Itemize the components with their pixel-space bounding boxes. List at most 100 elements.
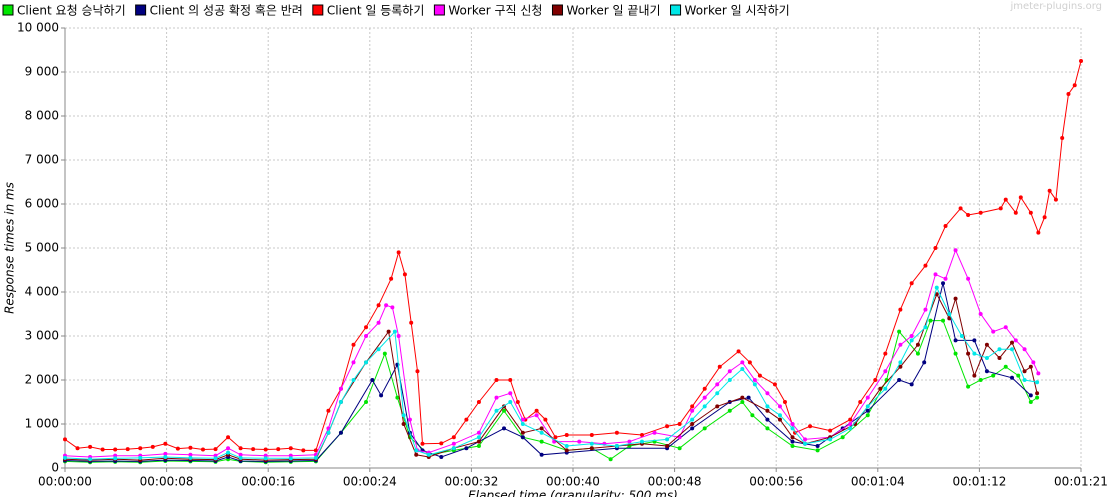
point	[515, 400, 520, 404]
point	[75, 446, 80, 451]
point	[790, 422, 795, 426]
point	[395, 395, 400, 400]
point	[665, 424, 670, 429]
point	[909, 281, 914, 286]
x-tick-label: 00:00:24	[343, 475, 397, 489]
point	[777, 404, 782, 409]
point	[426, 452, 431, 457]
point	[1079, 59, 1083, 63]
point	[782, 400, 787, 404]
point	[88, 444, 93, 449]
point	[389, 276, 394, 281]
point	[401, 422, 406, 426]
legend-swatch	[135, 4, 147, 16]
point	[376, 320, 381, 325]
point	[1016, 373, 1021, 378]
watermark: jmeter-plugins.org	[1009, 1, 1102, 12]
point	[803, 441, 808, 446]
point	[451, 435, 456, 440]
point	[539, 439, 544, 444]
point	[943, 224, 948, 228]
point	[1010, 375, 1015, 380]
point	[765, 391, 770, 396]
point	[163, 441, 168, 446]
point	[364, 400, 369, 404]
point	[1060, 136, 1065, 140]
point	[740, 360, 745, 365]
point	[865, 408, 870, 413]
point	[494, 378, 499, 382]
point	[665, 437, 670, 442]
point	[226, 446, 231, 451]
point	[984, 369, 989, 374]
legend-label: Client 의 성공 확정 혹은 반려	[150, 4, 303, 18]
point	[848, 426, 853, 431]
point	[238, 455, 243, 460]
point	[63, 455, 67, 460]
point	[803, 437, 808, 442]
point	[750, 413, 755, 418]
point	[88, 457, 93, 462]
series-line	[64, 292, 1038, 461]
y-tick-label: 3 000	[25, 329, 59, 343]
point	[991, 329, 996, 334]
point	[251, 447, 256, 452]
point	[163, 455, 168, 459]
point	[288, 446, 293, 451]
point	[351, 342, 356, 347]
x-tick-label: 00:00:48	[648, 475, 702, 489]
point	[1003, 325, 1008, 330]
point	[276, 447, 281, 452]
point	[384, 303, 389, 308]
point	[402, 272, 407, 277]
y-tick-label: 8 000	[25, 109, 59, 123]
point	[898, 342, 903, 347]
point	[765, 408, 770, 413]
x-tick-label: 00:00:08	[140, 475, 194, 489]
point	[923, 307, 928, 312]
point	[702, 386, 707, 391]
point	[865, 395, 870, 400]
point	[420, 441, 425, 446]
point	[953, 351, 958, 356]
point	[677, 446, 682, 451]
point	[476, 400, 481, 404]
point	[1028, 210, 1033, 215]
legend-label: Worker 일 끝내기	[566, 4, 660, 18]
point	[226, 450, 231, 455]
legend-label: Worker 구직 신청	[448, 4, 542, 18]
point	[627, 439, 632, 444]
legend-item: Client 의 성공 확정 혹은 반려	[135, 4, 303, 18]
point	[897, 329, 902, 334]
point	[63, 437, 67, 442]
point	[226, 435, 231, 440]
point	[414, 452, 419, 457]
point	[520, 430, 525, 435]
point	[502, 426, 507, 431]
legend-item: Worker 일 시작하기	[670, 4, 790, 18]
point	[543, 417, 548, 422]
point	[991, 373, 996, 378]
point	[1035, 391, 1040, 396]
legend-item: Worker 구직 신청	[433, 4, 542, 18]
point	[125, 447, 130, 452]
series-line	[64, 286, 1038, 460]
point	[564, 444, 569, 448]
x-tick-label: 00:00:16	[241, 475, 295, 489]
point	[409, 320, 414, 325]
legend-label: Worker 일 시작하기	[685, 4, 790, 18]
point	[382, 351, 387, 356]
point	[520, 422, 525, 426]
point	[326, 408, 331, 413]
point	[972, 338, 977, 343]
point	[1022, 378, 1027, 382]
point	[740, 395, 745, 400]
point	[997, 347, 1002, 352]
point	[351, 360, 356, 365]
point	[390, 305, 395, 310]
legend-swatch	[433, 4, 445, 16]
point	[1022, 369, 1027, 374]
point	[941, 318, 946, 323]
point	[539, 426, 544, 431]
point	[652, 430, 657, 435]
